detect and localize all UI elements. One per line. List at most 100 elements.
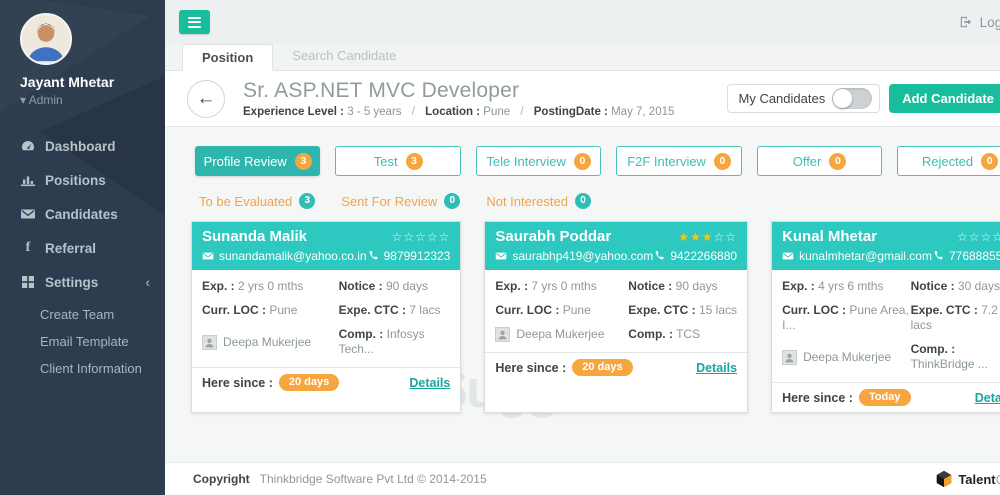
user-name: Jayant Mhetar [20,74,115,90]
card-footer: Here since : 20 days Details [192,367,461,397]
count-badge: 0 [444,193,461,209]
phone-icon [656,250,664,260]
sidebar-toggle-button[interactable] [179,10,210,34]
phone-icon [934,250,943,260]
field-exp: Exp. : 4 yrs 6 mths [782,279,884,293]
filter-sent-for-review[interactable]: Sent For Review 0 [341,193,461,209]
stage-rejected[interactable]: Rejected 0 [897,146,1000,176]
stage-offer[interactable]: Offer 0 [756,146,883,176]
sidebar-item-candidates[interactable]: Candidates [0,197,165,231]
facebook-f-icon: f [25,240,31,255]
sub-filter-row: To be Evaluated 3 Sent For Review 0 Not In… [199,193,1000,209]
tab-position[interactable]: Position [182,44,274,71]
my-candidates-toggle[interactable] [832,88,873,109]
candidate-email[interactable]: saurabhp419@yahoo.com [512,249,654,263]
sidebar-item-label: Dashboard [45,138,116,154]
footer: Copyright Thinkbridge Software Pvt Ltd © … [165,462,1000,495]
candidate-email[interactable]: kunalmhetar@gmail.com [799,249,932,263]
candidate-phone[interactable]: 7768885544 [948,249,1000,263]
person-icon [202,334,217,350]
sidebar-item-settings[interactable]: Settings ‹ [0,265,165,299]
candidate-phone[interactable]: 9879912323 [383,249,451,263]
sidebar-item-dashboard[interactable]: Dashboard [0,129,165,163]
meta-value: Pune [483,106,511,118]
recruiter: Deepa Mukerjee [202,327,339,357]
details-link[interactable]: Details [696,360,738,375]
here-since-badge: 20 days [278,374,340,391]
card-header: Sunanda Malik ☆☆☆☆☆ sunandamalik@yahoo.c… [192,222,461,270]
recruiter-name: Deepa Mukerjee [223,334,312,349]
candidate-card: Saurabh Poddar ★★★☆☆ saurabhp419@yahoo.c… [484,221,749,413]
user-role-dropdown[interactable]: ▾ Admin [20,93,63,107]
field-comp: Comp. : ThinkBridge ... [910,342,988,371]
recruiter-name: Deepa Mukerjee [803,349,892,364]
count-badge: 0 [981,152,999,170]
meta-label: PostingDate : [533,106,608,118]
stage-test[interactable]: Test 3 [335,146,461,176]
sidebar: Jayant Mhetar ▾ Admin Dashboard Position… [0,0,165,495]
candidate-card: Sunanda Malik ☆☆☆☆☆ sunandamalik@yahoo.c… [191,221,462,413]
grid-icon [22,276,34,288]
sidebar-item-referral[interactable]: f Referral [0,231,165,265]
sidebar-item-create-team[interactable]: Create Team [40,307,115,322]
title-block: Sr. ASP.NET MVC Developer Experience Lev… [243,79,674,118]
bar-chart-icon [21,176,35,187]
card-header: Saurabh Poddar ★★★☆☆ saurabhp419@yahoo.c… [485,222,748,270]
card-footer: Here since : Today Details [772,382,1000,412]
topbar: Log out [165,0,1000,44]
person-icon [495,327,511,342]
email-icon [782,252,794,260]
caret-down-icon: ▾ [20,93,27,107]
candidate-phone[interactable]: 9422266880 [670,249,738,263]
my-candidates-label: My Candidates [738,91,826,106]
tab-search-candidate[interactable]: Search Candidate [292,48,397,63]
add-candidate-button[interactable]: Add Candidate + [889,84,1000,113]
count-badge: 3 [405,152,423,170]
filter-not-interested[interactable]: Not Interested 0 [486,193,591,209]
field-curr-loc: Curr. LOC : Pune [495,303,591,317]
here-since-label: Here since : [495,360,567,375]
card-header: Kunal Mhetar ☆☆☆☆☆ kunalmhetar@gmail.com… [772,222,1000,270]
sidebar-item-label: Referral [45,240,97,256]
sidebar-item-positions[interactable]: Positions [0,163,165,197]
logout-button[interactable]: Log out [959,15,1000,30]
sidebar-item-email-template[interactable]: Email Template [40,334,129,349]
field-expe-ctc: Expe. CTC : 7 lacs [338,303,441,317]
details-link[interactable]: Details [409,375,451,390]
field-notice: Notice : 90 days [628,279,718,293]
here-since-badge: 20 days [572,359,633,376]
sidebar-item-label: Candidates [45,206,118,222]
back-arrow-icon: ← [196,87,216,109]
count-badge: 0 [573,152,591,170]
sidebar-item-client-information[interactable]: Client Information [40,361,142,376]
field-exp: Exp. : 2 yrs 0 mths [202,279,304,293]
stage-tele-interview[interactable]: Tele Interview 0 [475,146,602,176]
user-profile: Jayant Mhetar ▾ Admin [0,0,165,107]
meta-label: Location : [425,106,481,118]
stage-f2f-interview[interactable]: F2F Interview 0 [616,146,742,176]
stage-profile-review[interactable]: Profile Review 3 [195,146,321,176]
field-comp: Comp. : Infosys Tech... [338,327,425,356]
back-button[interactable]: ← [187,79,225,118]
card-footer: Here since : 20 days Details [485,352,748,382]
filter-to-be-evaluated[interactable]: To be Evaluated 3 [199,193,316,209]
candidate-cards-row: Sunanda Malik ☆☆☆☆☆ sunandamalik@yahoo.c… [165,221,1000,413]
star-rating[interactable]: ☆☆☆☆☆ [391,229,451,244]
candidate-name: Saurabh Poddar [495,228,612,245]
details-link[interactable]: Details [974,390,1000,405]
hamburger-icon [188,16,201,19]
star-rating[interactable]: ★★★☆☆ [678,229,738,244]
add-candidate-label: Add Candidate [902,91,994,106]
candidate-email[interactable]: sunandamalik@yahoo.co.in [219,249,367,263]
meta-value: 3 - 5 years [347,106,402,118]
avatar [20,13,72,65]
count-badge: 0 [574,193,591,209]
field-curr-loc: Curr. LOC : Pune [202,303,298,317]
stage-filter-row: Profile Review 3 Test 3 Tele Interview 0 F2… [195,146,1000,176]
candidate-card: Kunal Mhetar ☆☆☆☆☆ kunalmhetar@gmail.com… [771,221,1000,413]
recruiter: Deepa Mukerjee [782,342,911,372]
field-notice: Notice : 90 days [338,279,428,293]
card-body: Exp. : 4 yrs 6 mths Notice : 30 days Cur… [772,270,1000,382]
logout-label: Log out [979,14,1000,30]
star-rating[interactable]: ☆☆☆☆☆ [956,229,1000,244]
